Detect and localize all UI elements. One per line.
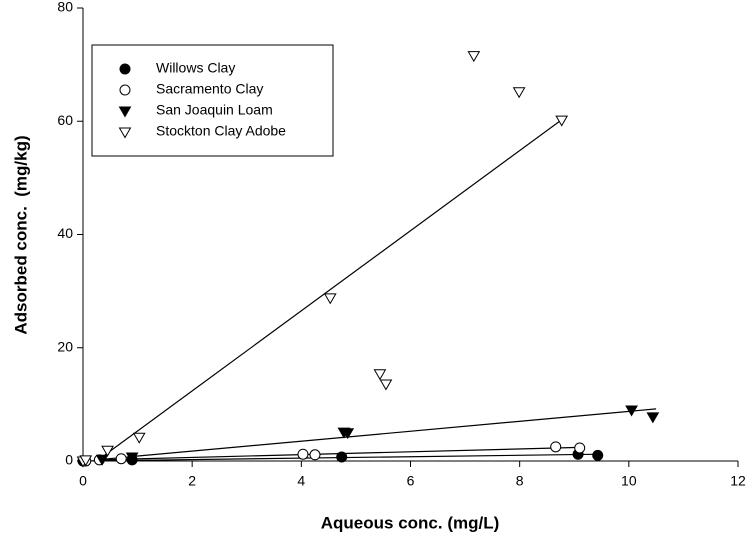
- point: [336, 451, 348, 463]
- y-tick-label: 20: [57, 338, 73, 354]
- point: [115, 453, 127, 465]
- point: [555, 115, 569, 127]
- x-tick-label: 10: [621, 473, 637, 489]
- x-tick-label: 4: [297, 473, 305, 489]
- point: [309, 449, 321, 461]
- point: [512, 87, 526, 99]
- point: [125, 452, 139, 464]
- x-tick-label: 8: [516, 473, 524, 489]
- x-axis-title: Aqueous conc. (mg/L): [321, 513, 500, 532]
- y-tick-label: 80: [57, 0, 73, 15]
- y-axis-title: Adsorbed conc. (mg/kg): [11, 135, 30, 334]
- point: [341, 428, 355, 440]
- point: [101, 445, 114, 457]
- y-tick-label: 40: [57, 225, 73, 241]
- point: [550, 441, 562, 453]
- point: [592, 449, 604, 461]
- point: [323, 293, 337, 305]
- x-tick-label: 2: [188, 473, 196, 489]
- x-tick-label: 12: [730, 473, 746, 489]
- legend-marker: [118, 106, 132, 118]
- point: [467, 51, 481, 63]
- y-tick-label: 0: [65, 452, 73, 468]
- point: [625, 405, 638, 417]
- point: [373, 369, 387, 381]
- point: [79, 455, 93, 467]
- legend-label: Willows Clay: [156, 60, 235, 76]
- legend-marker: [119, 84, 131, 96]
- point: [132, 432, 146, 444]
- point: [379, 379, 393, 391]
- legend-label: San Joaquin Loam: [156, 102, 273, 118]
- point: [646, 412, 660, 424]
- y-tick-label: 60: [57, 112, 73, 128]
- legend-marker: [118, 127, 132, 139]
- legend-label: Sacramento Clay: [156, 81, 263, 97]
- legend-marker: [119, 63, 131, 75]
- point: [574, 442, 586, 454]
- point: [297, 448, 309, 460]
- fit-line: [102, 408, 657, 460]
- point: [95, 454, 109, 466]
- fit-line: [104, 115, 567, 456]
- x-tick-label: 6: [407, 473, 415, 489]
- legend-box: [91, 44, 334, 157]
- x-tick-label: 0: [79, 473, 87, 489]
- legend-label: Stockton Clay Adobe: [156, 123, 286, 139]
